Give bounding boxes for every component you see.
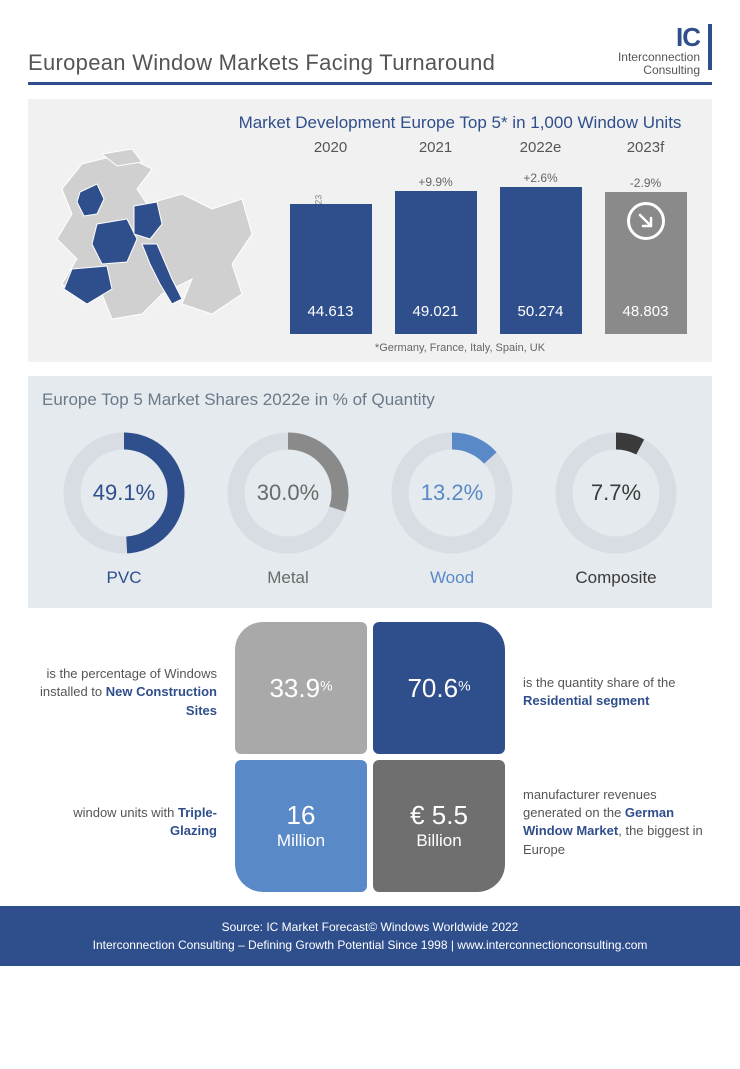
bar-value: 50.274: [518, 303, 564, 320]
logo-divider: [708, 24, 712, 70]
caption-german-market: manufacturer revenues generated on the G…: [523, 757, 707, 887]
logo-line1: Interconnection: [618, 51, 700, 64]
market-shares-panel: Europe Top 5 Market Shares 2022e in % of…: [28, 376, 712, 608]
donut-value: 30.0%: [223, 428, 353, 558]
caption-residential: is the quantity share of the Residential…: [523, 627, 707, 757]
donut-value: 7.7%: [551, 428, 681, 558]
bar: 44.613: [290, 204, 372, 334]
footer-tagline: Interconnection Consulting – Defining Gr…: [0, 936, 740, 954]
stats-quad-panel: is the percentage of Windows installed t…: [28, 622, 712, 892]
market-development-panel: Market Development Europe Top 5* in 1,00…: [28, 99, 712, 362]
year-label: 2023f: [601, 139, 691, 156]
tile-residential: 70.6%: [373, 622, 505, 754]
footer: Source: IC Market Forecast© Windows Worl…: [0, 906, 740, 966]
donut-metal: 30.0% Metal: [213, 428, 363, 588]
donut-label: Wood: [377, 568, 527, 588]
year-label: 2020: [286, 139, 376, 156]
bar-delta: -2.9%: [630, 176, 661, 192]
year-label: 2021: [391, 139, 481, 156]
footer-source: Source: IC Market Forecast© Windows Worl…: [0, 918, 740, 936]
donut-wood: 13.2% Wood: [377, 428, 527, 588]
bar-column: -2.9% 48.803: [601, 176, 691, 334]
bar-chart: 202020212022e2023f Market Development 20…: [278, 139, 698, 334]
caption-triple-glazing: window units with Triple-Glazing: [33, 757, 217, 887]
tile-new-construction: 33.9%: [235, 622, 367, 754]
europe-map: [42, 144, 262, 334]
market-dev-title: Market Development Europe Top 5* in 1,00…: [222, 113, 698, 133]
donut-value: 49.1%: [59, 428, 189, 558]
bar-value: 49.021: [413, 303, 459, 320]
bar-value: 48.803: [623, 303, 669, 320]
bar: 49.021: [395, 191, 477, 334]
caption-new-construction: is the percentage of Windows installed t…: [33, 627, 217, 757]
chart-footnote: *Germany, France, Italy, Spain, UK: [222, 342, 698, 354]
bar: 50.274: [500, 187, 582, 334]
year-label: 2022e: [496, 139, 586, 156]
donut-composite: 7.7% Composite: [541, 428, 691, 588]
logo-mark: IC: [618, 24, 700, 51]
bar: 48.803: [605, 192, 687, 334]
page-title: European Window Markets Facing Turnaroun…: [28, 50, 495, 76]
bar-delta: +2.6%: [523, 171, 557, 187]
donut-pvc: 49.1% PVC: [49, 428, 199, 588]
bar-column: 44.613: [286, 188, 376, 334]
donut-label: PVC: [49, 568, 199, 588]
arrow-down-right-icon: [627, 202, 665, 240]
logo-line2: Consulting: [618, 64, 700, 77]
header: European Window Markets Facing Turnaroun…: [28, 24, 712, 85]
logo: IC Interconnection Consulting: [618, 24, 712, 76]
tile-german-market: € 5.5Billion: [373, 760, 505, 892]
shares-title: Europe Top 5 Market Shares 2022e in % of…: [42, 390, 698, 410]
donut-label: Composite: [541, 568, 691, 588]
bar-value: 44.613: [308, 303, 354, 320]
tile-triple-glazing: 16Million: [235, 760, 367, 892]
donut-label: Metal: [213, 568, 363, 588]
donut-value: 13.2%: [387, 428, 517, 558]
bar-column: +9.9% 49.021: [391, 175, 481, 334]
bar-delta: +9.9%: [418, 175, 452, 191]
bar-column: +2.6% 50.274: [496, 171, 586, 334]
